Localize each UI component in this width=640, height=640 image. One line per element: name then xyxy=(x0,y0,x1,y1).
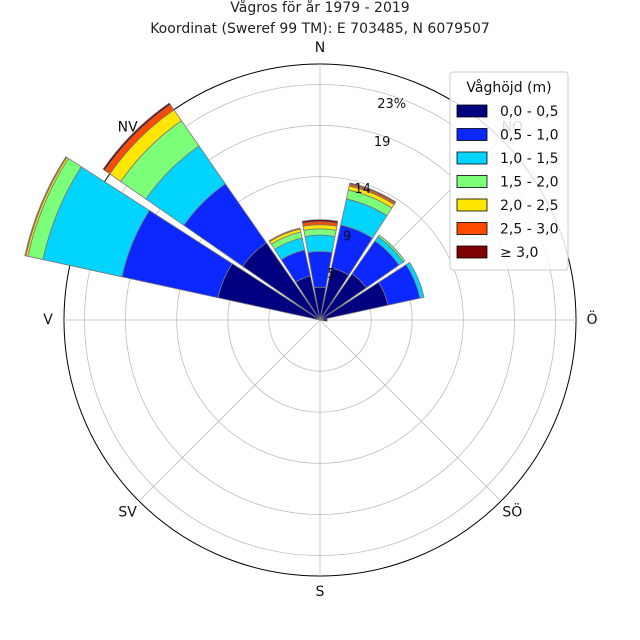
radial-tick-label: 14 xyxy=(354,182,371,197)
legend-title: Våghöjd (m) xyxy=(466,79,551,96)
rose-segment xyxy=(304,234,336,253)
radial-tick-label: 9 xyxy=(343,229,351,244)
rose-segment xyxy=(405,261,425,299)
direction-label: SÖ xyxy=(502,502,522,520)
grid-spoke xyxy=(138,319,321,502)
direction-label: SV xyxy=(118,504,137,520)
rose-segment xyxy=(377,234,406,263)
grid-spoke xyxy=(319,319,502,502)
radial-tick-label: 23% xyxy=(377,97,406,112)
legend-label: 2,0 - 2,5 xyxy=(500,198,558,214)
direction-label: S xyxy=(316,584,325,600)
rose-segment xyxy=(319,318,328,322)
legend-swatch xyxy=(456,104,488,118)
rose-segment xyxy=(349,182,397,204)
radial-tick-label: 19 xyxy=(374,135,391,150)
legend-frame xyxy=(449,71,569,271)
legend-label: 2,5 - 3,0 xyxy=(500,222,558,238)
radial-tick-label: 5 xyxy=(327,267,335,282)
legend-swatch xyxy=(456,222,488,235)
legend-items: 0,0 - 0,5 0,5 - 1,0 1,0 - 1,5 1,5 - 2,0 2,0 … xyxy=(456,104,558,261)
legend-label: 1,5 - 2,0 xyxy=(500,175,558,191)
legend: Våghöjd (m) 0,0 - 0,5 0,5 - 1,0 1,0 - 1,5 1… xyxy=(449,71,569,271)
rose-segment xyxy=(301,219,339,224)
direction-label: Ö xyxy=(586,310,597,328)
legend-swatch xyxy=(456,128,488,141)
legend-label: ≥ 3,0 xyxy=(500,245,538,261)
chart-subtitle: Koordinat (Sweref 99 TM): E 703485, N 60… xyxy=(150,21,490,37)
rose-segment xyxy=(102,102,171,171)
legend-swatch xyxy=(456,151,488,165)
legend-label: 0,5 - 1,0 xyxy=(500,128,558,144)
rose-segment xyxy=(303,228,337,237)
rose-sectors xyxy=(24,102,425,322)
direction-label: N xyxy=(315,40,325,56)
legend-label: 0,0 - 0,5 xyxy=(500,104,558,120)
legend-swatch xyxy=(456,175,488,188)
legend-swatch xyxy=(456,198,488,212)
direction-label: V xyxy=(43,312,53,328)
polar-grid xyxy=(63,63,577,577)
legend-swatch xyxy=(456,245,488,259)
rose-segment xyxy=(268,227,301,243)
legend-label: 1,0 - 1,5 xyxy=(500,151,558,167)
radial-tick-labels: 5 9 14 19 23% xyxy=(327,97,406,282)
rose-segment xyxy=(24,156,68,257)
direction-label: NV xyxy=(118,120,138,136)
chart-title: Vågros för år 1979 - 2019 xyxy=(230,0,409,16)
